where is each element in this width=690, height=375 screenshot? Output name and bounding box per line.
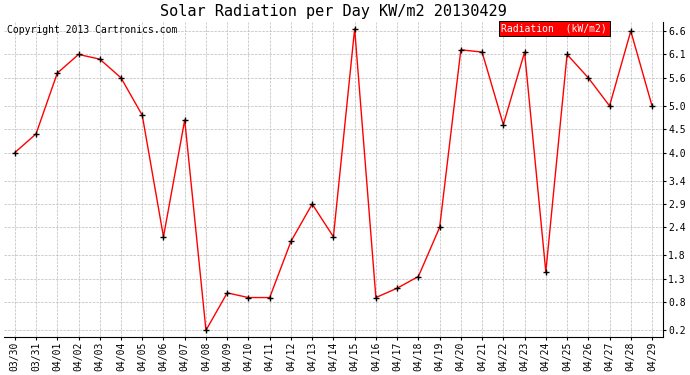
- Title: Solar Radiation per Day KW/m2 20130429: Solar Radiation per Day KW/m2 20130429: [160, 4, 506, 19]
- Text: Copyright 2013 Cartronics.com: Copyright 2013 Cartronics.com: [8, 25, 178, 35]
- Text: Radiation  (kW/m2): Radiation (kW/m2): [502, 23, 607, 33]
